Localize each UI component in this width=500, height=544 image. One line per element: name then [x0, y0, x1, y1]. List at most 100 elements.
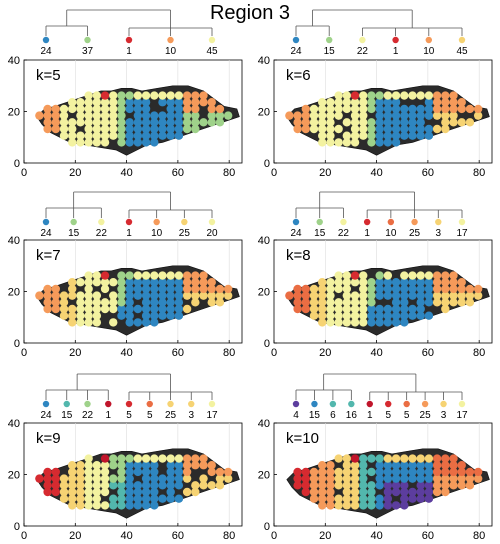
- cluster-point: [92, 278, 102, 287]
- cluster-point: [391, 487, 401, 497]
- dendrogram-leaf: [326, 36, 333, 44]
- cluster-point: [174, 454, 184, 463]
- x-tick-label: 40: [120, 347, 132, 359]
- cluster-point: [84, 311, 93, 320]
- cluster-point: [223, 467, 233, 477]
- cluster-point: [342, 91, 352, 100]
- cluster-point: [375, 318, 384, 327]
- y-tick-label: 20: [258, 470, 270, 482]
- cluster-point: [367, 304, 376, 314]
- cluster-point: [68, 291, 77, 300]
- cluster-point: [84, 494, 93, 503]
- cluster-point: [334, 91, 343, 100]
- dendrogram-leaf-label: 1: [126, 228, 132, 239]
- cluster-point: [309, 481, 319, 490]
- cluster-point: [375, 474, 384, 483]
- cluster-point: [342, 98, 352, 107]
- dendrogram-leaf: [359, 36, 366, 44]
- cluster-point: [100, 454, 110, 463]
- cluster-point: [68, 481, 77, 490]
- cluster-point: [191, 481, 200, 490]
- cluster-point: [109, 131, 118, 140]
- cluster-point: [424, 284, 434, 294]
- cluster-point: [166, 278, 175, 287]
- cluster-point: [400, 104, 409, 114]
- cluster-point: [182, 124, 192, 134]
- cluster-point: [141, 487, 151, 497]
- cluster-point: [334, 98, 343, 107]
- cluster-point: [84, 118, 93, 127]
- cluster-point: [125, 271, 134, 280]
- dendrogram-leaf: [42, 218, 50, 226]
- cluster-point: [141, 481, 151, 490]
- cluster-point: [441, 124, 450, 134]
- cluster-point: [68, 501, 77, 510]
- cluster-point: [326, 124, 335, 134]
- cluster-point: [166, 284, 175, 294]
- cluster-point: [215, 284, 225, 294]
- cluster-point: [359, 298, 368, 307]
- cluster-point: [76, 494, 85, 503]
- dendrogram-leaf: [329, 400, 337, 408]
- cluster-point: [215, 474, 225, 483]
- dendrogram-leaf-label: 1: [126, 46, 132, 57]
- cluster-point: [416, 461, 425, 470]
- cluster-point: [326, 131, 335, 140]
- cluster-point: [191, 104, 200, 114]
- cluster-point: [367, 481, 376, 490]
- cluster-point: [318, 311, 327, 320]
- cluster-point: [334, 311, 343, 320]
- cluster-point: [359, 304, 368, 314]
- cluster-point: [383, 131, 393, 140]
- panel-label: k=6: [286, 67, 311, 84]
- cluster-point: [318, 104, 327, 114]
- cluster-point: [465, 474, 475, 483]
- cluster-point: [457, 474, 466, 483]
- cluster-point: [326, 284, 335, 294]
- cluster-point: [133, 111, 143, 120]
- cluster-point: [68, 318, 77, 327]
- dendrogram-leaf: [153, 218, 160, 226]
- cluster-point: [318, 118, 327, 127]
- cluster-point: [109, 454, 118, 463]
- cluster-point: [92, 311, 102, 320]
- cluster-point: [100, 461, 110, 470]
- panel-label: k=5: [36, 67, 61, 84]
- cluster-point: [141, 271, 151, 280]
- y-tick-label: 40: [258, 55, 270, 67]
- cluster-point: [68, 118, 77, 127]
- x-tick-label: 0: [21, 167, 27, 179]
- cluster-point: [76, 318, 85, 327]
- cluster-point: [359, 111, 368, 120]
- cluster-point: [318, 304, 327, 314]
- cluster-point: [367, 138, 376, 147]
- cluster-point: [84, 298, 93, 307]
- cluster-point: [473, 291, 483, 300]
- cluster-point: [150, 278, 159, 287]
- x-tick-label: 20: [69, 347, 81, 359]
- cluster-point: [92, 298, 102, 307]
- cluster-point: [59, 104, 69, 114]
- cluster-point: [166, 91, 175, 100]
- cluster-point: [359, 501, 368, 510]
- cluster-point: [199, 118, 208, 127]
- cluster-point: [359, 291, 368, 300]
- cluster-point: [174, 291, 184, 300]
- cluster-point: [76, 311, 85, 320]
- cluster-point: [350, 454, 360, 463]
- cluster-point: [117, 481, 126, 490]
- cluster-point: [408, 91, 417, 100]
- dendrogram-leaf: [292, 400, 300, 408]
- cluster-point: [68, 98, 77, 107]
- dendrogram-leaf: [167, 400, 174, 408]
- cluster-point: [432, 481, 442, 490]
- cluster-point: [375, 454, 384, 463]
- dendrogram-leaf-label: 25: [420, 410, 432, 421]
- dendrogram-leaf: [42, 400, 50, 408]
- cluster-point: [158, 481, 167, 490]
- cluster-point: [207, 104, 216, 114]
- cluster-point: [326, 474, 335, 483]
- dendrogram-leaf-label: 10: [165, 46, 177, 57]
- cluster-point: [158, 271, 167, 280]
- cluster-point: [125, 291, 134, 300]
